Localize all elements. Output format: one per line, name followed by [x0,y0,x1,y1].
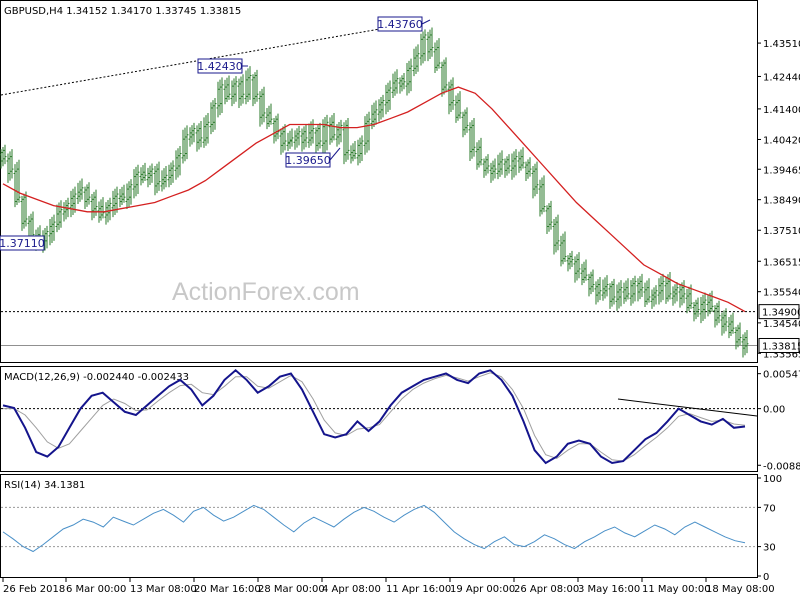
price-tick-label: 1.36515 [763,257,800,268]
price-tick-label: 1.39465 [763,165,800,176]
price-level-label: 1.34900 [762,308,800,319]
rsi-tick-label: 0 [763,572,769,583]
rsi-tick-label: 70 [763,503,776,514]
price-tick-label: 1.43510 [763,39,800,50]
macd-tick-label: -0.00886 [763,461,800,472]
macd-layer [1,368,758,465]
time-tick-label: 20 Mar 16:00 [194,584,261,595]
price-tick-label: 1.41400 [763,105,800,116]
rsi-tick-label: 100 [763,474,782,485]
price-pane-title: GBPUSD,H4 1.34152 1.34170 1.33745 1.3381… [4,6,241,17]
macd-line [2,368,746,465]
price-tick-label: 1.38490 [763,196,800,207]
macd-tick-label: 0.00547 [763,370,800,381]
price-level-box [758,304,800,320]
time-tick-label: 26 Apr 08:00 [514,584,579,595]
rsi-axis-labels: 100 70 30 0 [757,474,782,583]
macd-tick-label: 0.00 [763,405,785,416]
annotation-box [285,152,331,168]
price-tick-label: 1.40420 [763,135,800,146]
macd-axis-labels: 0.00547 0.00 -0.00886 [757,370,800,472]
annotation-label: 1.37110 [0,237,45,250]
time-tick-label: 18 May 08:00 [706,584,775,595]
watermark: ActionForex.com [172,278,360,306]
price-tick-label: 1.34540 [763,319,800,330]
price-pane-frame [0,0,758,363]
annotation-box [377,16,423,32]
current-price-label: 1.33815 [762,341,800,352]
annotation-label: 1.43760 [377,18,423,31]
time-tick-label: 4 Apr 08:00 [322,584,381,595]
price-tick-label: 1.35540 [763,288,800,299]
macd-trendline [617,398,758,417]
time-tick-label: 13 Mar 08:00 [130,584,197,595]
rsi-pane-frame [0,474,758,578]
time-tick-label: 11 May 00:00 [642,584,711,595]
price-tick-label: 1.42440 [763,72,800,83]
annotation-leader [329,147,341,161]
time-tick-label: 28 Mar 00:00 [258,584,325,595]
time-tick-label: 6 Mar 00:00 [66,584,126,595]
rsi-tick-label: 30 [763,543,776,554]
macd-pane-title: MACD(12,26,9) -0.002440 -0.002433 [4,372,189,383]
annotation-box [0,235,45,251]
annotation-box [197,58,243,74]
current-price-box [758,337,800,353]
rsi-pane-title: RSI(14) 34.1381 [4,480,85,491]
time-tick-label: 11 Apr 16:00 [386,584,451,595]
price-tick-label: 1.33565 [763,349,800,360]
annotation-leader [421,19,431,25]
price-annotations: 1.43760 1.42430 1.39650 1.37110 [0,16,431,251]
price-tick-label: 1.37510 [763,226,800,237]
price-axis-labels: 1.43510 1.42440 1.41400 1.40420 1.39465 1.384… [757,39,800,360]
time-tick-label: 3 May 16:00 [578,584,640,595]
annotation-label: 1.42430 [197,60,243,73]
moving-average-line [2,86,746,313]
time-tick-label: 19 Apr 00:00 [450,584,515,595]
moving-average-layer [2,86,746,313]
rsi-line [2,504,746,553]
annotation-label: 1.39650 [285,154,331,167]
time-tick-label: 26 Feb 2018 [3,584,65,595]
rsi-layer [1,504,757,553]
price-bars [0,27,749,358]
